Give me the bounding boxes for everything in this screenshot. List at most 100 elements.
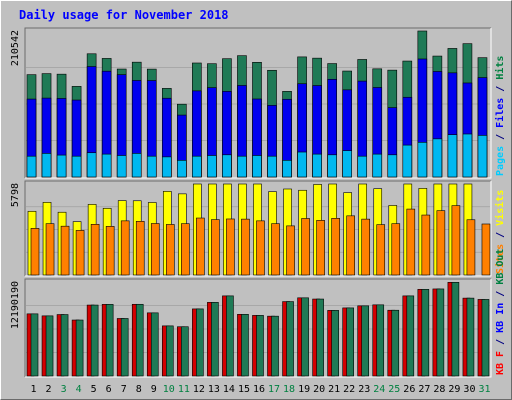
kb-out-bar bbox=[256, 315, 264, 377]
sites-bar bbox=[241, 218, 250, 276]
pages-bar bbox=[312, 153, 322, 178]
panel-hits-shadow bbox=[24, 27, 491, 178]
sites-bar bbox=[90, 224, 100, 276]
pages-bar-body bbox=[447, 134, 458, 178]
kb-out-bar bbox=[90, 304, 99, 377]
axis-label-hits: Pages / Files / Hits bbox=[494, 56, 506, 176]
sites-bar bbox=[165, 224, 175, 276]
sites-bar bbox=[120, 220, 130, 276]
kb-out-bar bbox=[406, 295, 415, 377]
kb-out-bar bbox=[196, 308, 204, 377]
axis-label-part: Sites bbox=[494, 244, 506, 274]
pages-bar-body bbox=[282, 160, 292, 178]
pages-bar bbox=[101, 153, 112, 178]
max-label-hits: 210542 bbox=[10, 30, 21, 66]
pages-bar-body bbox=[56, 154, 67, 178]
kb-out-bar bbox=[241, 314, 249, 377]
sites-bar-body bbox=[286, 225, 295, 276]
sites-bar-body bbox=[316, 220, 325, 276]
sites-bar bbox=[406, 208, 416, 276]
kb-out-bar-body bbox=[75, 319, 84, 377]
kb-out-bar-body bbox=[226, 295, 234, 377]
kb-out-bar bbox=[30, 313, 39, 377]
pages-bar-body bbox=[222, 154, 232, 178]
pages-bar bbox=[282, 160, 292, 178]
sites-bar bbox=[331, 218, 340, 276]
x-tick-label: 27 bbox=[418, 384, 430, 395]
sites-bar bbox=[30, 228, 40, 276]
pages-bar-body bbox=[342, 150, 352, 178]
kb-out-bar bbox=[421, 289, 430, 377]
x-tick-label: 2 bbox=[46, 384, 52, 395]
sites-bar bbox=[466, 219, 476, 276]
sites-bar bbox=[75, 230, 85, 276]
kb-out-bar bbox=[271, 315, 279, 377]
kb-out-bar-body bbox=[256, 315, 264, 377]
kb-out-bar-body bbox=[196, 308, 204, 377]
pages-bar bbox=[41, 153, 52, 178]
x-tick-label: 25 bbox=[388, 384, 400, 395]
axis-label-part: / bbox=[495, 333, 506, 351]
kb-out-bar-body bbox=[406, 295, 415, 377]
kb-out-bar-body bbox=[346, 307, 354, 377]
sites-bar bbox=[346, 215, 355, 276]
x-tick-label: 12 bbox=[193, 384, 205, 395]
sites-bar-body bbox=[150, 223, 160, 276]
axis-label-part: / bbox=[495, 226, 506, 244]
sites-bar bbox=[181, 223, 190, 276]
kb-out-bar bbox=[165, 325, 174, 377]
sites-bar bbox=[196, 217, 205, 276]
axis-label-part: Hits bbox=[494, 56, 506, 80]
sites-bar-body bbox=[256, 220, 265, 276]
kb-out-bar-body bbox=[376, 304, 385, 377]
kb-out-bar-body bbox=[451, 282, 460, 377]
pages-bar-body bbox=[477, 135, 488, 178]
axis-label-part: KB F bbox=[495, 351, 506, 375]
pages-bar bbox=[357, 155, 368, 178]
kb-out-bar bbox=[211, 302, 219, 377]
pages-bar-body bbox=[297, 151, 307, 178]
kb-out-bar-body bbox=[391, 309, 400, 377]
axis-label-part: Files bbox=[494, 98, 506, 128]
pages-bar-body bbox=[252, 155, 262, 178]
pages-bar-body bbox=[116, 155, 127, 178]
kb-out-bar bbox=[301, 297, 309, 377]
x-tick-label: 7 bbox=[121, 384, 127, 395]
sites-bar-body bbox=[135, 221, 145, 276]
pages-bar-body bbox=[192, 155, 202, 178]
sites-bar-body bbox=[301, 218, 310, 276]
sites-bar-body bbox=[226, 218, 235, 276]
kb-out-bar bbox=[45, 315, 54, 377]
pages-bar-body bbox=[357, 155, 368, 178]
sites-bar-body bbox=[30, 228, 40, 276]
sites-bar-body bbox=[211, 219, 220, 276]
kb-out-bar bbox=[361, 305, 370, 377]
pages-bar bbox=[71, 155, 82, 178]
pages-bar-body bbox=[71, 155, 82, 178]
x-tick-label: 18 bbox=[283, 384, 295, 395]
x-tick-label: 26 bbox=[403, 384, 415, 395]
sites-bar-body bbox=[45, 223, 55, 276]
sites-bar-body bbox=[376, 224, 386, 276]
pages-bar-body bbox=[161, 156, 172, 178]
kb-out-bar-body bbox=[165, 325, 174, 377]
kb-out-bar-body bbox=[150, 312, 159, 377]
kb-out-bar-body bbox=[135, 303, 144, 377]
x-tick-label: 3 bbox=[61, 384, 67, 395]
sites-bar-body bbox=[120, 220, 130, 276]
panel-kbytes-shadow bbox=[24, 278, 491, 377]
sites-bar bbox=[226, 218, 235, 276]
sites-bar bbox=[45, 223, 55, 276]
axis-label-part: / bbox=[495, 285, 506, 303]
kb-out-bar-body bbox=[271, 315, 279, 377]
pages-bar-body bbox=[327, 154, 337, 178]
pages-bar bbox=[26, 155, 37, 178]
x-tick-label: 21 bbox=[328, 384, 340, 395]
x-tick-label: 24 bbox=[373, 384, 385, 395]
pages-bar bbox=[402, 144, 413, 178]
kb-out-bar bbox=[286, 301, 294, 377]
pages-bar bbox=[477, 135, 488, 178]
kb-out-bar bbox=[105, 304, 114, 377]
kb-out-bar-body bbox=[90, 304, 99, 377]
